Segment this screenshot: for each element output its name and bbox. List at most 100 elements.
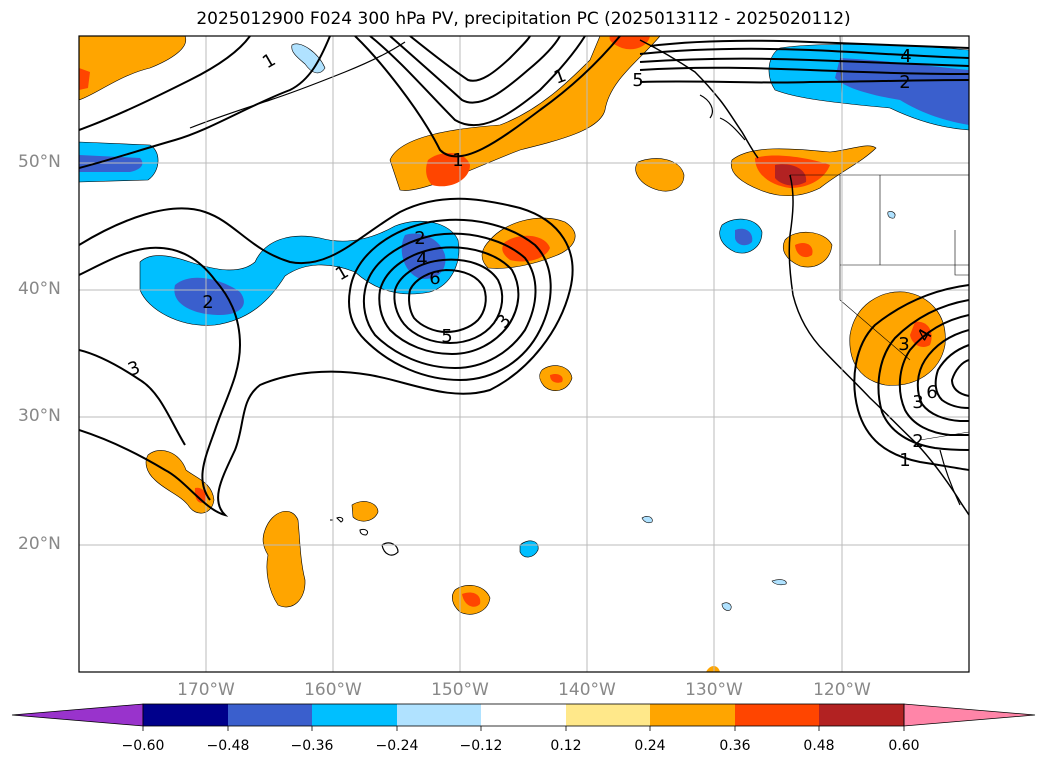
colorbar-bin (312, 704, 397, 726)
colorbar-tick-label: 0.36 (719, 738, 751, 754)
precip-area-central-negative-core (174, 277, 244, 315)
pv-contour-5-east (649, 39, 969, 49)
precip-area-gulf-alaska-core (426, 153, 470, 187)
pv-contour-1-socal (853, 284, 969, 471)
contour-label: 2 (414, 228, 425, 249)
longitude-label: 140°W (558, 680, 616, 700)
colorbar-bin (228, 704, 312, 726)
pv-contour-4-cutoff-ring (378, 246, 520, 356)
contour-label: 1 (452, 150, 463, 171)
longitude-label: 150°W (431, 680, 489, 700)
longitude-label: 170°W (177, 680, 235, 700)
precip-area-20n-165w (262, 511, 306, 608)
coastline-bc-islands (699, 94, 746, 141)
colorbar-tick-label: 0.60 (888, 738, 920, 754)
coastline-baja-gulf (939, 449, 961, 506)
pv-contour-2-socal (877, 299, 969, 451)
precip-area-26n-170w-core (194, 487, 206, 503)
precip-area-22n-158w (351, 501, 379, 522)
contour-label: 2 (202, 292, 213, 313)
colorbar-bin (481, 704, 566, 726)
precip-area-gulf-alaska (389, 36, 661, 191)
colorbar-tick-label: −0.36 (290, 738, 334, 754)
pv-contour-2-cutoff-ring (347, 218, 552, 382)
precip-area-44n-128w-core (735, 228, 753, 246)
colorbar-tick-label: −0.48 (206, 738, 250, 754)
pv-contour-5-socal (934, 344, 969, 409)
contour-label: 3 (898, 334, 909, 355)
gridlines (79, 36, 969, 672)
colorbar-tick-label: 0.24 (634, 738, 666, 754)
pv-contour-4-ridge (409, 36, 531, 82)
precipitation-shading (79, 36, 969, 672)
colorbar-bin (650, 704, 735, 726)
pv-contour-2-cutoff (79, 246, 242, 501)
latitude-label: 30°N (18, 406, 61, 426)
pv-contour-4-socal (916, 329, 969, 422)
pv-contour-6-socal (950, 359, 969, 397)
precip-area-43n-145w-core (502, 235, 550, 262)
colorbar-tick-label: 0.48 (803, 738, 835, 754)
colorbar-bin (397, 704, 481, 726)
contour-label: 1 (899, 450, 910, 471)
colorbar-extend-high (903, 703, 1036, 727)
coastline-aleutians (189, 41, 406, 129)
contour-label: 5 (632, 70, 643, 91)
pv-contour-1-east (639, 79, 969, 84)
precip-area-california-core (910, 321, 932, 347)
colorbar-bin (143, 704, 228, 726)
borders (790, 36, 969, 441)
pv-contour-1-ridge (79, 36, 331, 169)
pv-contour-2-east (639, 66, 969, 75)
precip-area-alaska-top (609, 36, 650, 50)
precip-area-bering-core (79, 68, 90, 90)
pv-contour-4-east (639, 47, 969, 59)
pv-contour-6-cutoff-ring (408, 268, 487, 334)
colorbar (11, 703, 1036, 731)
pv-contour-3-ridge (389, 36, 561, 104)
precip-area-bering (79, 36, 187, 101)
colorbar-tick-label: −0.60 (121, 738, 165, 754)
precip-area-central-negative-core2 (401, 233, 446, 279)
colorbar-tick-label: 0.12 (550, 738, 582, 754)
precip-area-16n-149w-core (462, 592, 481, 607)
precip-area-15n-131w (721, 602, 732, 611)
colorbar-tick-label: −0.24 (375, 738, 419, 754)
contour-label: 4 (416, 249, 427, 270)
colorbar-ticks (142, 726, 905, 731)
coastlines (189, 39, 969, 556)
pv-contour-2-ridge (369, 36, 586, 127)
pv-contour-1-cutoff (79, 197, 574, 517)
border-us-mexico (919, 431, 969, 441)
border-state-lines (839, 175, 969, 361)
pv-contour-3-cutoff (79, 349, 186, 446)
contour-label: 2 (899, 72, 910, 93)
colorbar-bin (819, 704, 904, 726)
colorbar-tick-label: −0.12 (459, 738, 503, 754)
pv-contour-3-east (639, 57, 969, 67)
contour-label: 2 (912, 431, 923, 452)
coastline-alaska-panhandle (639, 39, 759, 159)
precip-area-17n-125w (771, 579, 787, 586)
contour-label: 5 (441, 326, 452, 347)
coastline-hawaii-oahu (336, 517, 344, 523)
precip-area-48n-135w (635, 158, 685, 192)
pv-contour-5-cutoff-ring (393, 258, 504, 345)
pv-contour-3-socal (898, 314, 969, 436)
map-title: 2025012900 F024 300 hPa PV, precipitatio… (196, 9, 851, 29)
map-frame (78, 35, 970, 673)
precip-area-46n-118w (887, 211, 896, 219)
contour-label: 4 (900, 46, 911, 67)
precip-area-10n-130w (706, 666, 720, 672)
pv-contour-3-cutoff-ring (362, 232, 537, 370)
latitude-label: 50°N (18, 152, 61, 172)
colorbar-bin (566, 704, 650, 726)
precip-area-33n-142w-core (550, 373, 563, 383)
longitude-label: 130°W (685, 680, 743, 700)
colorbar-extend-low (11, 703, 144, 727)
precip-area-california (849, 291, 946, 386)
pv-contour-1-north (79, 36, 621, 158)
colorbar-bin (735, 704, 819, 726)
contour-label: 6 (926, 382, 937, 403)
